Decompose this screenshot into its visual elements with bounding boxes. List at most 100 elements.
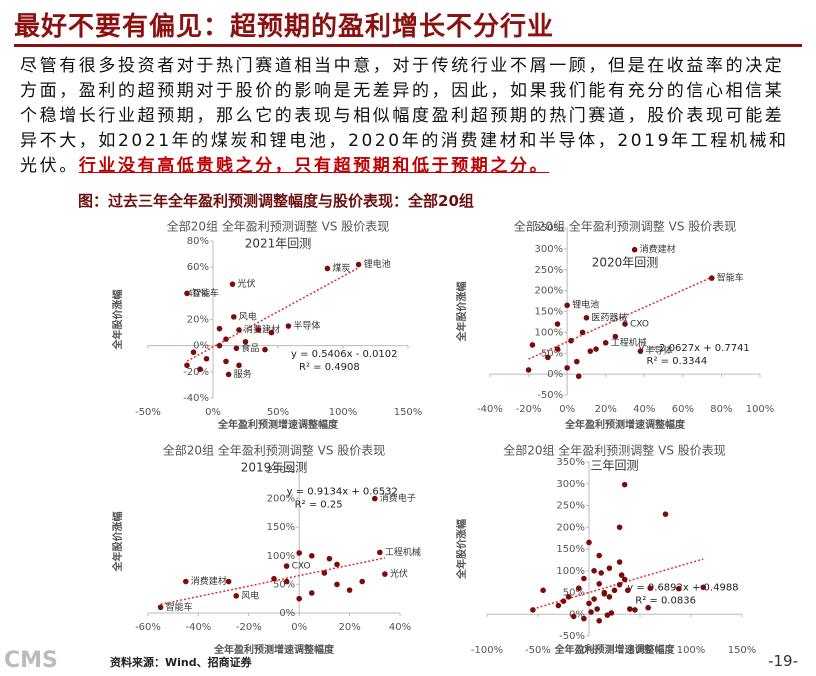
- point-label: 光伏: [390, 568, 408, 580]
- page-number: -19-: [768, 652, 798, 670]
- y-axis-label: 全年股价涨幅: [455, 282, 468, 343]
- point: [624, 587, 631, 594]
- y-tick-label: 0%: [569, 609, 585, 620]
- point-label: 食品: [241, 342, 259, 354]
- point: [545, 354, 551, 361]
- y-axis-label: 全年股价涨幅: [111, 290, 124, 351]
- y-tick-label: 40%: [187, 288, 209, 299]
- point: [588, 609, 594, 615]
- point: [283, 563, 290, 569]
- point-label: 半导体: [293, 320, 320, 332]
- point: [618, 572, 625, 578]
- point: [296, 550, 303, 556]
- point: [359, 578, 366, 585]
- point: [570, 613, 577, 620]
- point-label: 风电: [239, 310, 257, 322]
- y-tick-label: 100%: [535, 327, 564, 338]
- point: [285, 323, 292, 329]
- trend-equation: y = 0.6892x + 0.4988: [627, 582, 738, 593]
- point-label: 工程机械: [611, 336, 647, 348]
- y-tick-label: 350%: [535, 223, 564, 234]
- point: [579, 329, 586, 336]
- y-tick-label: 150%: [556, 544, 585, 555]
- y-tick-label: 60%: [187, 262, 209, 273]
- y-tick-label: 250%: [556, 501, 585, 512]
- point: [594, 606, 600, 612]
- x-tick-label: 100%: [329, 407, 358, 418]
- y-tick-label: 150%: [267, 522, 296, 533]
- paragraph: 尽管有很多投资者对于热门赛道相当中意，对于传统行业不屑一顾，但是在收益率的决定方…: [20, 56, 789, 176]
- y-axis-label: 全年股价涨幅: [111, 512, 124, 573]
- point: [236, 327, 242, 333]
- point-label: 智能车: [192, 287, 219, 299]
- point: [382, 571, 388, 577]
- x-tick-label: -60%: [135, 622, 161, 633]
- point: [184, 290, 190, 297]
- point: [190, 349, 197, 356]
- point: [242, 338, 249, 345]
- trend-equation: y = 0.5406x - 0.0102: [291, 349, 398, 360]
- point: [591, 596, 597, 602]
- trend-r2: R² = 0.4908: [299, 362, 360, 373]
- point: [529, 342, 536, 348]
- point: [309, 590, 315, 596]
- point-label: 医药器械: [591, 311, 627, 323]
- y-tick-label: 100%: [556, 566, 585, 577]
- x-tick-label: 0%: [559, 404, 575, 415]
- point: [608, 610, 615, 616]
- y-tick-label: -40%: [183, 393, 209, 404]
- y-tick-label: 50%: [541, 348, 563, 359]
- point: [203, 355, 210, 362]
- point: [586, 600, 592, 607]
- point: [576, 585, 582, 591]
- x-axis-label: 全年盈利预测增速调整幅度: [564, 418, 686, 431]
- point: [225, 578, 232, 585]
- point: [233, 345, 240, 352]
- y-tick-label: 20%: [187, 315, 209, 326]
- point: [271, 575, 277, 582]
- point-label: 锂电池: [572, 299, 599, 311]
- point: [583, 314, 590, 321]
- point: [216, 325, 223, 332]
- point: [647, 585, 653, 591]
- y-tick-label: 50%: [273, 579, 295, 590]
- point: [565, 594, 572, 600]
- chart-subtitle: 三年回测: [590, 459, 638, 473]
- x-tick-label: -20%: [236, 622, 262, 633]
- y-tick-label: 200%: [267, 494, 296, 505]
- x-tick-label: -20%: [516, 404, 542, 415]
- x-tick-label: -40%: [185, 622, 211, 633]
- point: [216, 342, 223, 349]
- point: [157, 604, 164, 611]
- logo: CMS: [4, 648, 58, 673]
- y-tick-label: 50%: [563, 588, 585, 599]
- point-label: 光伏: [238, 278, 256, 290]
- point-label: 工程机械: [385, 546, 421, 558]
- point: [321, 570, 328, 576]
- point: [606, 565, 613, 571]
- point: [324, 265, 331, 272]
- point: [611, 587, 618, 594]
- point: [575, 373, 582, 380]
- point: [377, 549, 383, 556]
- y-tick-label: 80%: [187, 236, 209, 247]
- x-tick-label: 20%: [338, 622, 360, 633]
- x-axis-label: 全年盈利预测增速调整幅度: [213, 643, 335, 656]
- point: [530, 607, 536, 613]
- chart-title: 全部20组 全年盈利预测调整 VS 股价表现: [163, 443, 386, 458]
- point: [334, 561, 340, 568]
- y-tick-label: 300%: [556, 479, 585, 490]
- x-tick-label: -100%: [471, 645, 503, 656]
- point: [229, 281, 236, 287]
- point: [631, 246, 638, 253]
- x-tick-label: 0%: [291, 622, 307, 633]
- x-tick-label: -50%: [525, 645, 551, 656]
- point: [346, 587, 353, 593]
- trend-r2: R² = 0.25: [295, 499, 343, 510]
- point: [632, 607, 638, 613]
- point: [236, 362, 242, 369]
- highlight: 行业没有高低贵贱之分，只有超预期和低于预期之分。: [78, 156, 550, 176]
- point: [587, 348, 594, 354]
- point: [612, 333, 619, 340]
- point-label: 锂电池: [364, 258, 391, 270]
